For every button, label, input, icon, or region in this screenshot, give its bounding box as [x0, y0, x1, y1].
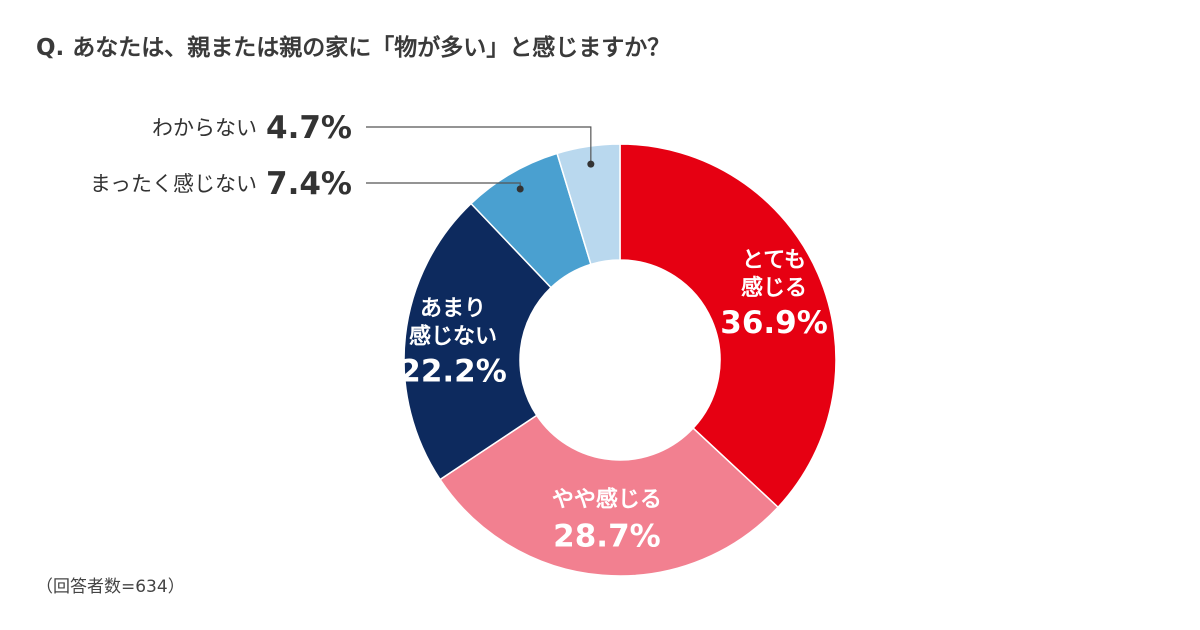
slice-5-value: 4.7% [266, 110, 352, 146]
slice-4-label: まったく感じない [90, 172, 257, 196]
chart-title: Q. あなたは、親または親の家に「物が多い」と感じますか？ [36, 35, 671, 61]
respondent-count-note: （回答者数=634） [36, 577, 185, 597]
slice-3-label-line-1: あまり [420, 296, 486, 321]
slice-3 [403, 202, 553, 481]
slice-2 [439, 414, 780, 577]
slice-3-value: 22.2% [399, 353, 507, 389]
slice-2-value: 28.7% [553, 518, 661, 554]
slice-1-label-line-2: 感じる [741, 275, 807, 301]
slice-4-leader-dot [516, 185, 524, 193]
slice-5 [556, 143, 621, 266]
slice-1-label-line-1: とても [742, 248, 806, 273]
slice-2-label-line-1: やや感じる [552, 486, 662, 512]
slice-1 [619, 143, 837, 509]
slice-5-leader-line [366, 126, 592, 165]
slice-4-value: 7.4% [266, 166, 352, 202]
slice-5-label: わからない [152, 116, 257, 140]
slice-3-label-line-2: 感じない [409, 323, 497, 349]
slice-1-value: 36.9% [720, 305, 828, 341]
slice-5-leader-dot [587, 160, 595, 168]
